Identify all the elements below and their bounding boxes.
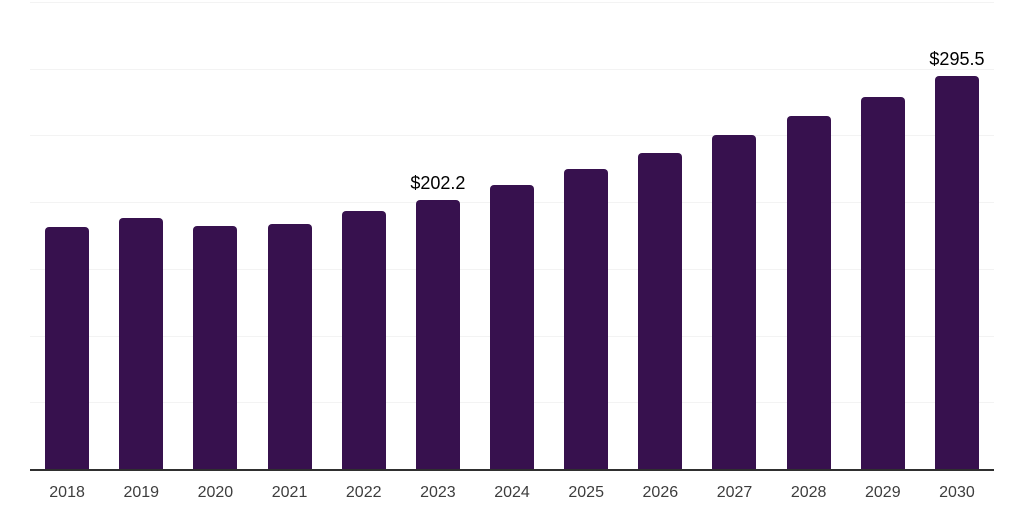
bar-2018[interactable] <box>45 227 90 470</box>
bar-2029[interactable] <box>860 96 905 470</box>
x-tick-2026: 2026 <box>642 484 679 501</box>
bar-slot-2019 <box>104 3 178 470</box>
bar-slot-2023: $202.2 <box>401 3 475 470</box>
x-tick-2029: 2029 <box>865 484 901 501</box>
x-tick-2025: 2025 <box>568 484 604 501</box>
bar-slot-2027 <box>697 3 771 470</box>
bar-2030[interactable] <box>934 75 979 470</box>
x-tick-2018: 2018 <box>49 484 85 501</box>
x-tick-2022: 2022 <box>345 484 382 501</box>
bar-2021[interactable] <box>267 223 312 470</box>
bar-2024[interactable] <box>490 185 535 470</box>
gridline-350 <box>30 2 994 3</box>
bar-slot-2028 <box>772 3 846 470</box>
x-axis-line <box>30 469 994 471</box>
bar-slot-2024 <box>475 3 549 470</box>
data-label-2023: $202.2 <box>410 173 466 194</box>
bar-2025[interactable] <box>564 169 609 470</box>
x-tick-2020: 2020 <box>197 484 234 501</box>
bar-2028[interactable] <box>786 116 831 470</box>
data-label-2030: $295.5 <box>929 48 985 69</box>
gridline-250 <box>30 135 994 137</box>
bar-2027[interactable] <box>712 134 757 470</box>
bar-slot-2026 <box>623 3 697 470</box>
x-tick-2023: 2023 <box>420 484 456 501</box>
x-tick-2019: 2019 <box>123 484 160 501</box>
bar-slot-2025 <box>549 3 623 470</box>
bar-2023[interactable] <box>415 200 460 470</box>
bar-2022[interactable] <box>341 211 386 470</box>
x-tick-2030: 2030 <box>939 484 975 501</box>
bar-slot-2030: $295.5 <box>920 3 994 470</box>
bar-slot-2022 <box>327 3 401 470</box>
gridline-300 <box>30 68 994 70</box>
bar-slot-2018 <box>30 3 104 470</box>
bar-2019[interactable] <box>119 217 164 470</box>
bar-2026[interactable] <box>638 152 683 470</box>
bar-slot-2021 <box>252 3 326 470</box>
x-tick-2027: 2027 <box>716 484 753 501</box>
x-tick-2028: 2028 <box>790 484 827 501</box>
x-tick-2024: 2024 <box>494 484 530 501</box>
bar-slot-2029 <box>846 3 920 470</box>
plot-area: $202.2 $295.5 <box>30 2 994 471</box>
x-tick-2021: 2021 <box>271 484 308 501</box>
bars-row: $202.2 $295.5 <box>30 3 994 470</box>
bar-2020[interactable] <box>193 225 238 470</box>
bar-slot-2020 <box>178 3 252 470</box>
x-axis-labels: 2018 2019 2020 2021 2022 2023 2024 2025 2026 2027… <box>30 483 994 502</box>
